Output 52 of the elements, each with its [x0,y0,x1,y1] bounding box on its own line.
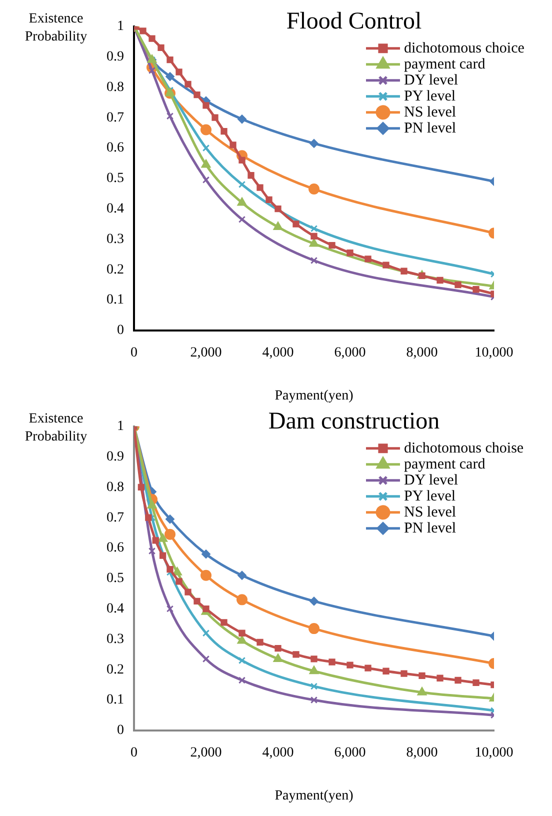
x-tick-label: 4,000 [262,745,294,760]
x-tick-label: 10,000 [474,345,514,360]
y-tick-label: 0.1 [106,292,124,308]
x-tick-label: 4,000 [262,345,294,360]
y-tick-label: 1 [117,19,124,34]
x-tick-label: 6,000 [334,345,366,360]
y-tick-label: 0.8 [106,80,124,95]
y-tick-label: 0.6 [106,540,124,556]
y-tick-label: 0.1 [106,692,124,708]
x-tick-label: 2,000 [190,345,222,360]
x-axis-title: Payment(yen) [274,388,354,404]
chart-title: Dam construction [268,408,440,434]
y-tick-label: 0.2 [106,262,124,278]
legend-label: NS level [404,504,456,520]
legend-label: NS level [404,104,456,120]
x-tick-label: 8,000 [406,345,438,360]
legend-label: PY level [404,488,456,504]
y-tick-label: 0.4 [106,201,124,216]
legend-label: payment card [404,456,486,472]
y-tick-label: 0.3 [106,232,124,247]
x-tick-label: 10,000 [474,745,514,760]
y-tick-label: 0.7 [106,510,124,526]
y-tick-label: 0.3 [106,632,124,647]
x-tick-label: 6,000 [334,745,366,760]
x-tick-label: 0 [130,745,138,760]
legend-label: PN level [404,120,456,136]
x-tick-label: 0 [130,345,138,360]
legend-label: dichotomous choice [404,40,525,56]
y-tick-label: 0.5 [106,571,124,586]
legend-label: PN level [404,520,456,536]
y-tick-label: 0.6 [106,140,124,156]
y-tick-label: 0.7 [106,110,124,126]
y-tick-label: 0.8 [106,480,124,495]
x-axis-title: Payment(yen) [274,788,354,804]
y-tick-label: 0 [117,323,124,338]
y-tick-label: 0.9 [106,449,124,464]
y-tick-label: 0.5 [106,171,124,186]
y-tick-label: 0.2 [106,662,124,678]
legend-label: PY level [404,88,456,104]
legend-label: DY level [404,72,458,88]
x-tick-label: 2,000 [190,745,222,760]
y-tick-label: 0.4 [106,601,124,616]
legend-label: dichotomous choise [404,440,524,456]
y-tick-label: 0 [117,723,124,738]
x-tick-label: 8,000 [406,745,438,760]
y-axis-title: Existence Probability [24,12,88,45]
legend-label: DY level [404,472,458,488]
y-tick-label: 1 [117,419,124,434]
y-axis-title: Existence Probability [24,412,88,445]
chart-title: Flood Control [286,8,422,34]
legend-label: payment card [404,56,486,72]
y-tick-label: 0.9 [106,49,124,64]
